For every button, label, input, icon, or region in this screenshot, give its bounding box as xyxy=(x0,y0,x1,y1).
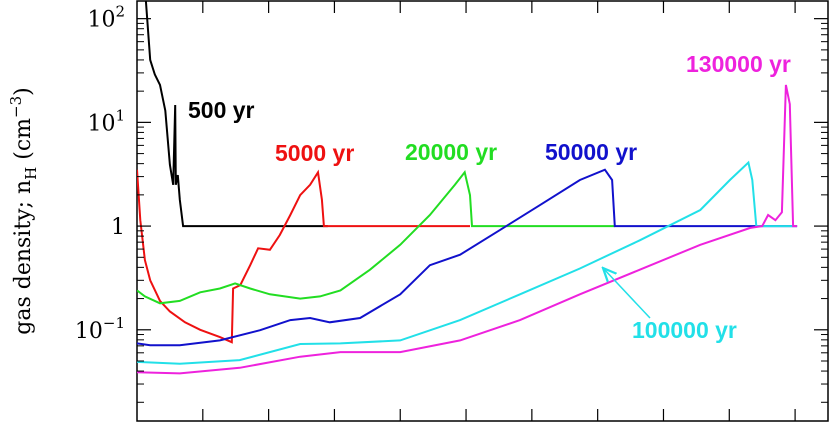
y-tick-label: 1 xyxy=(111,215,125,240)
annotation-arrow xyxy=(603,268,651,319)
y-tick-exp: −1 xyxy=(103,314,125,332)
series-line xyxy=(144,1,328,228)
series-label: 5000 yr xyxy=(275,140,354,166)
y-tick-base: 10 xyxy=(87,111,115,136)
y-tick-exp: 2 xyxy=(115,3,125,21)
series-line xyxy=(137,160,798,365)
y-tick-exp: 1 xyxy=(115,106,125,124)
y-tick-base: 10 xyxy=(75,319,103,344)
series-label: 500 yr xyxy=(188,97,255,123)
plot-area xyxy=(137,1,798,375)
series-line xyxy=(137,169,470,344)
y-tick-label: 101 xyxy=(87,106,125,136)
series-label: 50000 yr xyxy=(545,139,637,165)
y-tick-base: 10 xyxy=(87,8,115,33)
series-label: 130000 yr xyxy=(686,51,791,77)
y-tick-label: 10−1 xyxy=(75,314,125,344)
plot-frame xyxy=(136,0,829,422)
series-label: 20000 yr xyxy=(405,139,497,165)
y-axis-label: gas density; nH (cm−3) xyxy=(7,87,40,335)
series-label: 100000 yr xyxy=(632,317,737,343)
series-line xyxy=(137,168,798,347)
series-line xyxy=(137,170,615,305)
series-line xyxy=(137,84,798,375)
y-tick-label: 102 xyxy=(87,3,125,33)
